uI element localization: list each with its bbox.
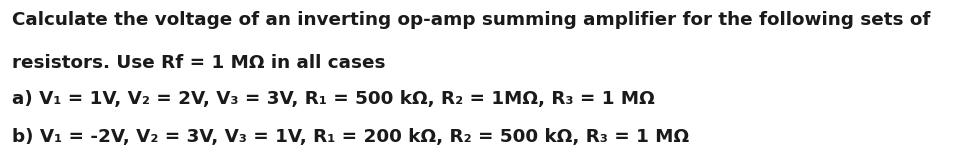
Text: b) V₁ = -2V, V₂ = 3V, V₃ = 1V, R₁ = 200 kΩ, R₂ = 500 kΩ, R₃ = 1 MΩ: b) V₁ = -2V, V₂ = 3V, V₃ = 1V, R₁ = 200 … [12,128,689,146]
Text: a) V₁ = 1V, V₂ = 2V, V₃ = 3V, R₁ = 500 kΩ, R₂ = 1MΩ, R₃ = 1 MΩ: a) V₁ = 1V, V₂ = 2V, V₃ = 3V, R₁ = 500 k… [12,90,654,108]
Text: resistors. Use Rf = 1 MΩ in all cases: resistors. Use Rf = 1 MΩ in all cases [12,54,385,72]
Text: Calculate the voltage of an inverting op-amp summing amplifier for the following: Calculate the voltage of an inverting op… [12,11,930,29]
